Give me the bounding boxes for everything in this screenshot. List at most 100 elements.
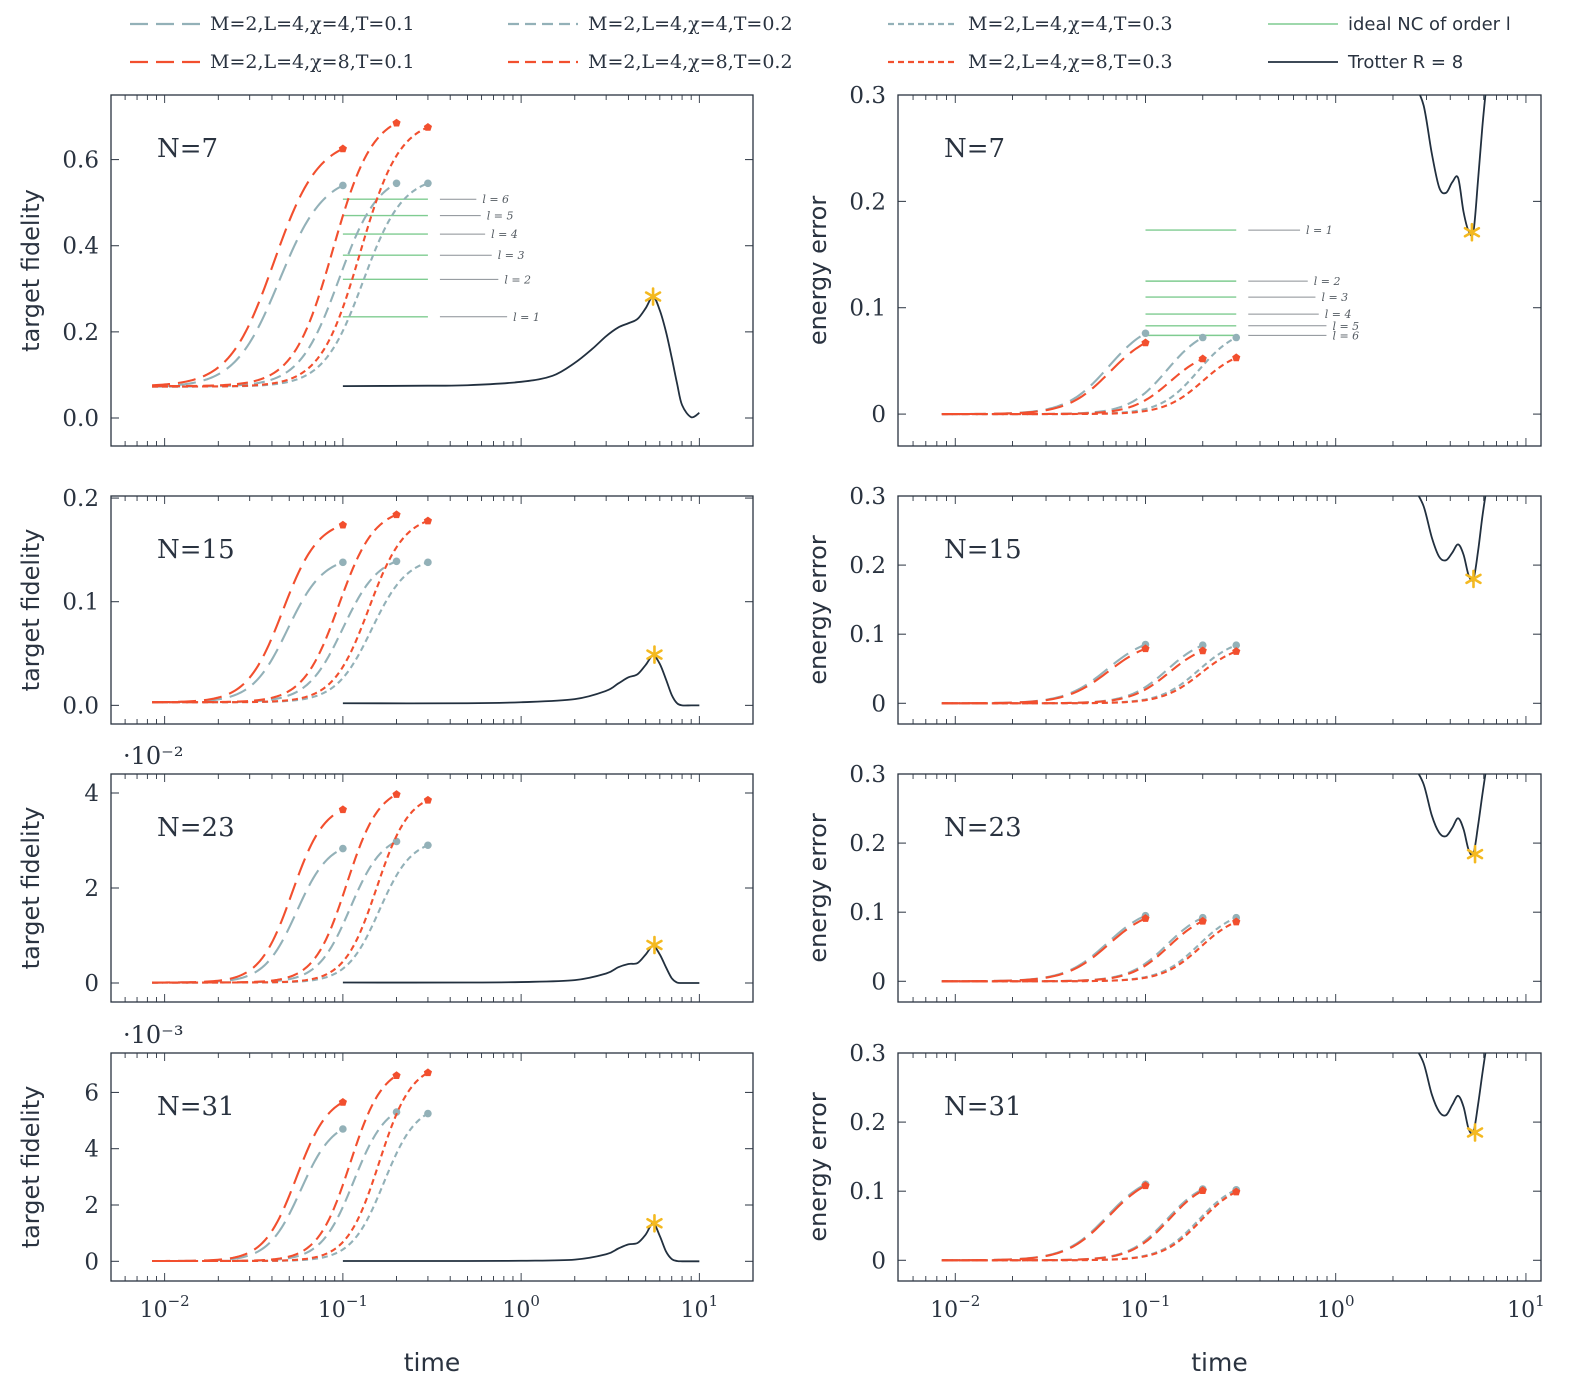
series-end-marker — [423, 123, 433, 131]
y-tick-label: 0.3 — [849, 1041, 886, 1067]
series-line-chi4_T0.3 — [941, 1188, 1237, 1262]
star-stroke — [1463, 226, 1481, 238]
x-tick-label: 101 — [1507, 1292, 1545, 1323]
panel-title: N=23 — [157, 813, 235, 843]
axis-frame — [897, 773, 1542, 1003]
series-line-chi4_T0.1 — [941, 914, 1146, 983]
legend-label: ideal NC of order l — [1348, 14, 1511, 35]
x-tick-exponent: −1 — [346, 1292, 368, 1310]
x-tick-label: 10−2 — [930, 1292, 980, 1323]
series-line-chi4_T0.1 — [152, 1128, 344, 1263]
panel-title: N=15 — [157, 535, 235, 565]
plot-area: l = 1 l = 2 l = 3 l = 4l = 5l = 6 — [941, 95, 1487, 416]
series-line-chi4_T0.1 — [152, 184, 344, 388]
x-tick-exponent: −2 — [168, 1292, 190, 1310]
ideal-level-label: l = 5 — [487, 210, 514, 223]
y-axis-label: energy error — [804, 813, 832, 962]
panels: 0.0 0.2 0.4 0.6 target fidelity N=7 l = 1 l = 2… — [17, 83, 1545, 1377]
y-tick-label: 0.1 — [849, 296, 886, 322]
trotter-optimum-star — [646, 935, 663, 955]
series-end-marker — [1198, 1186, 1207, 1194]
panel-fidelity-n7: 0.0 0.2 0.4 0.6 target fidelity N=7 l = 1 l = 2… — [17, 94, 754, 447]
series-line-chi4_T0.1 — [941, 1183, 1146, 1262]
series-line-chi4_T0.3 — [941, 336, 1237, 416]
series-end-marker — [392, 557, 401, 566]
y-tick-label: 0 — [84, 1249, 99, 1275]
x-tick-label: 10−2 — [140, 1292, 190, 1323]
y-tick-label: 0.2 — [849, 831, 886, 857]
series-end-marker — [339, 558, 347, 567]
series-line-chi4_T0.3 — [941, 916, 1237, 983]
x-tick-exponent: 0 — [530, 1292, 540, 1310]
legend-entry: M=2,L=4,χ=4,T=0.2 — [508, 13, 793, 35]
y-tick-label: 0.0 — [62, 406, 99, 432]
y-tick-label: 0.2 — [849, 1110, 886, 1136]
series-end-marker — [424, 841, 432, 850]
series-line-chi4_T0.2 — [152, 1111, 398, 1263]
series-end-marker — [1198, 333, 1207, 342]
series-end-marker — [392, 510, 401, 519]
series-end-marker — [392, 1071, 401, 1079]
x-tick-exponent: −1 — [1148, 1292, 1170, 1310]
y-tick-label: 0 — [871, 691, 886, 717]
series-end-marker — [1232, 647, 1241, 655]
x-tick-label: 100 — [502, 1292, 540, 1323]
star-stroke — [1466, 1127, 1484, 1138]
axis-frame — [897, 495, 1542, 725]
axis-frame — [110, 94, 754, 447]
axis-frame — [897, 94, 1542, 447]
series-line-chi8_T0.3 — [941, 920, 1237, 983]
y-tick-label: 0.3 — [849, 484, 886, 510]
trotter-line — [342, 945, 700, 984]
series-end-marker — [1198, 641, 1207, 650]
series-line-chi4_T0.1 — [941, 643, 1146, 705]
star-stroke — [1466, 848, 1484, 860]
y-tick-label: 0.1 — [849, 1179, 886, 1205]
trotter-line — [342, 295, 700, 419]
ideal-level-label: l = 6 — [1332, 329, 1359, 342]
trotter-optimum-star — [1466, 1123, 1484, 1142]
ideal-level-label: l = 3 — [1321, 291, 1348, 304]
series-end-marker — [392, 179, 401, 188]
ideal-level-label: l = 2 — [1314, 275, 1341, 288]
panel-title: N=7 — [157, 134, 218, 164]
series-line-chi8_T0.1 — [941, 647, 1146, 705]
legend-label: Trotter R = 8 — [1347, 52, 1463, 73]
series-end-marker — [392, 118, 401, 127]
panel-energy-n15: 0 0.1 0.2 0.3 energy error N=15 — [804, 484, 1542, 725]
axis-frame — [110, 773, 754, 1003]
y-tick-label: 0 — [871, 969, 886, 995]
legend-entry: M=2,L=4,χ=4,T=0.3 — [888, 13, 1173, 35]
series-end-marker — [339, 1125, 347, 1133]
y-axis-label: target fidelity — [17, 529, 45, 692]
plot-area — [941, 774, 1487, 983]
trotter-line — [1417, 496, 1487, 582]
y-tick-label: 0.0 — [62, 693, 99, 719]
y-tick-label: 2 — [84, 1193, 99, 1219]
series-line-chi8_T0.3 — [152, 126, 429, 388]
legend-entry: M=2,L=4,χ=8,T=0.3 — [888, 51, 1173, 73]
star-stroke — [646, 1217, 663, 1229]
series-line-chi8_T0.1 — [152, 147, 344, 387]
series-end-marker — [392, 790, 401, 798]
plot-area — [941, 496, 1487, 705]
trotter-line — [1417, 1053, 1487, 1135]
series-end-marker — [424, 1109, 432, 1118]
series-end-marker — [1232, 641, 1241, 650]
ideal-level-label: l = 4 — [491, 228, 518, 241]
panel-energy-n7: 0 0.1 0.2 0.3 energy error N=7 l = 1 l = 2 l = 3… — [804, 83, 1542, 447]
series-line-chi8_T0.3 — [152, 519, 429, 704]
panel-energy-n23: 0 0.1 0.2 0.3 energy error N=23 — [804, 762, 1542, 1003]
series-end-marker — [392, 1108, 401, 1116]
series-line-chi8_T0.3 — [941, 650, 1237, 705]
panel-fidelity-n15: 0.0 0.1 0.2 target fidelity N=15 — [17, 486, 754, 725]
y-tick-label: 0.4 — [62, 234, 99, 260]
legend-label: M=2,L=4,χ=4,T=0.1 — [210, 13, 415, 35]
y-tick-label: 0.2 — [849, 553, 886, 579]
y-tick-label: 0.6 — [62, 148, 99, 174]
legend-entry: ideal NC of order l — [1268, 14, 1511, 35]
y-axis-label: target fidelity — [17, 189, 45, 352]
series-end-marker — [338, 144, 347, 153]
